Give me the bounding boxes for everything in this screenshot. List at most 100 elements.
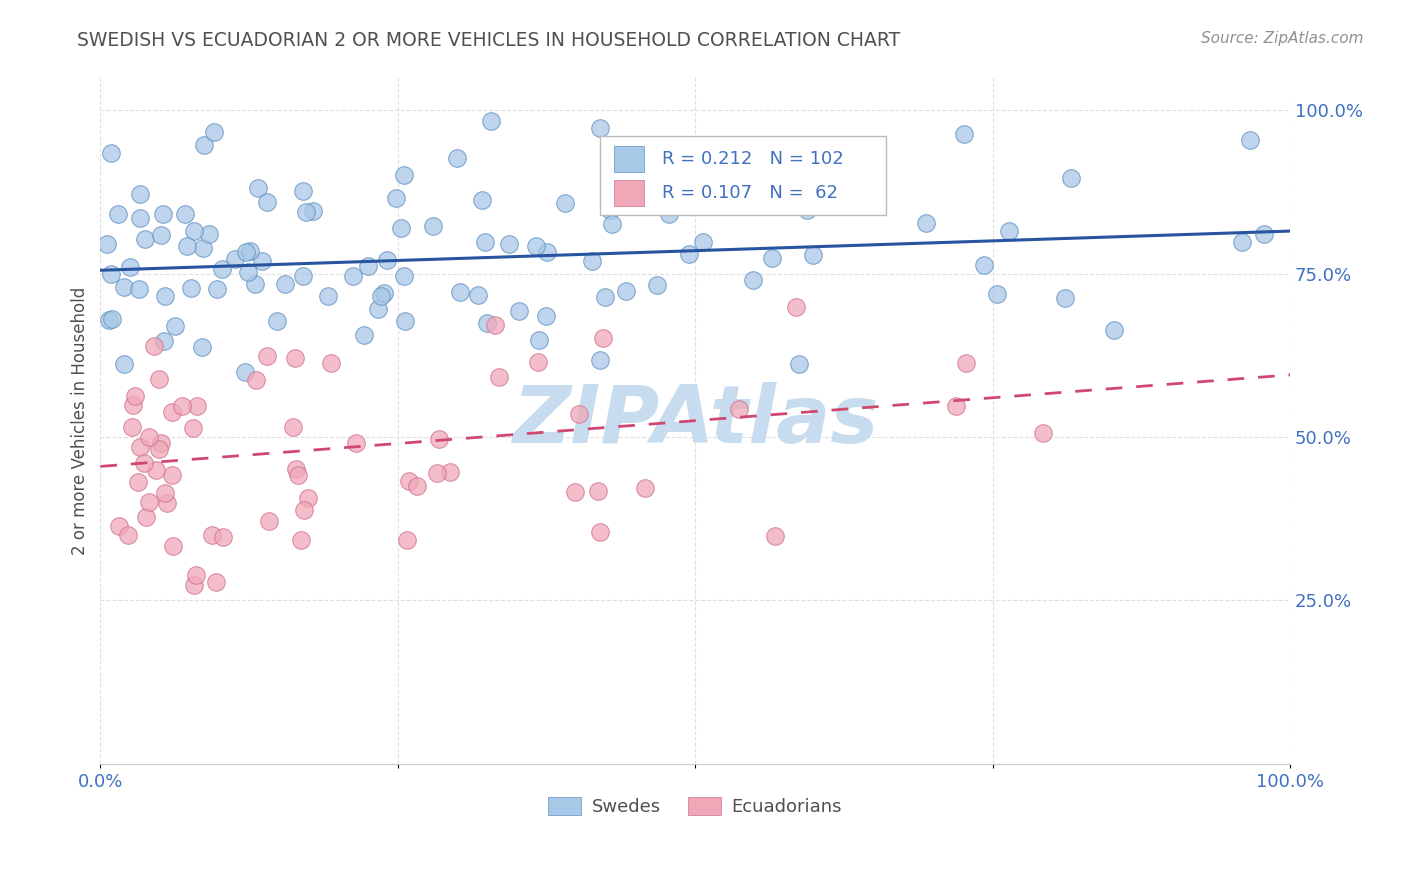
- Point: [484, 318, 506, 333]
- Point: [285, 462, 308, 476]
- Point: [100, 312, 122, 326]
- Point: [193, 138, 215, 153]
- Point: [256, 194, 278, 209]
- Point: [367, 301, 389, 316]
- Point: [100, 267, 122, 281]
- Point: [375, 253, 398, 268]
- Point: [471, 193, 494, 207]
- Legend: Swedes, Ecuadorians: Swedes, Ecuadorians: [541, 789, 849, 823]
- Point: [211, 262, 233, 277]
- Point: [127, 475, 149, 489]
- Point: [344, 435, 367, 450]
- Point: [789, 358, 811, 372]
- Point: [1239, 133, 1261, 147]
- Point: [138, 430, 160, 444]
- Bar: [614, 180, 644, 206]
- Point: [183, 224, 205, 238]
- Point: [426, 467, 449, 481]
- Point: [658, 207, 681, 221]
- Point: [592, 331, 614, 345]
- Point: [728, 402, 751, 417]
- Point: [668, 151, 690, 165]
- Point: [761, 251, 783, 265]
- Point: [955, 356, 977, 370]
- Point: [508, 303, 530, 318]
- Point: [1054, 291, 1077, 305]
- Point: [287, 467, 309, 482]
- Point: [564, 484, 586, 499]
- Point: [1060, 170, 1083, 185]
- Point: [319, 356, 342, 370]
- Point: [155, 486, 177, 500]
- Point: [406, 479, 429, 493]
- Point: [291, 269, 314, 284]
- Point: [398, 474, 420, 488]
- Point: [257, 514, 280, 528]
- Point: [392, 268, 415, 283]
- Point: [915, 216, 938, 230]
- Point: [148, 442, 170, 456]
- Point: [266, 314, 288, 328]
- Point: [439, 466, 461, 480]
- Point: [370, 289, 392, 303]
- Point: [316, 289, 339, 303]
- Point: [163, 319, 186, 334]
- Point: [973, 258, 995, 272]
- Point: [599, 202, 621, 217]
- Point: [186, 568, 208, 582]
- Point: [1253, 227, 1275, 241]
- Point: [132, 456, 155, 470]
- Point: [191, 242, 214, 256]
- Point: [342, 268, 364, 283]
- Point: [763, 529, 786, 543]
- Point: [97, 313, 120, 327]
- Point: [394, 168, 416, 182]
- Point: [117, 528, 139, 542]
- Y-axis label: 2 or more Vehicles in Household: 2 or more Vehicles in Household: [72, 286, 89, 555]
- Text: ZIPAtlas: ZIPAtlas: [512, 382, 879, 459]
- Point: [292, 184, 315, 198]
- Point: [498, 236, 520, 251]
- Point: [152, 207, 174, 221]
- Point: [474, 235, 496, 250]
- Point: [283, 420, 305, 434]
- Point: [190, 339, 212, 353]
- Point: [353, 327, 375, 342]
- Point: [678, 247, 700, 261]
- Point: [180, 281, 202, 295]
- Point: [998, 224, 1021, 238]
- Point: [212, 530, 235, 544]
- Point: [174, 207, 197, 221]
- Point: [294, 204, 316, 219]
- Point: [148, 372, 170, 386]
- Point: [692, 235, 714, 249]
- Point: [143, 339, 166, 353]
- Point: [645, 278, 668, 293]
- Point: [243, 277, 266, 292]
- Point: [245, 373, 267, 387]
- Point: [239, 244, 262, 258]
- FancyBboxPatch shape: [600, 136, 886, 215]
- Point: [953, 127, 976, 141]
- Point: [138, 495, 160, 509]
- Point: [100, 145, 122, 160]
- Point: [634, 482, 657, 496]
- Point: [162, 405, 184, 419]
- Point: [150, 227, 173, 242]
- Point: [107, 207, 129, 221]
- Point: [170, 399, 193, 413]
- Point: [224, 252, 246, 267]
- Point: [135, 510, 157, 524]
- Point: [183, 578, 205, 592]
- Bar: [614, 146, 644, 172]
- Point: [742, 273, 765, 287]
- Point: [238, 264, 260, 278]
- Point: [145, 462, 167, 476]
- Point: [536, 244, 558, 259]
- Point: [389, 221, 412, 235]
- Point: [129, 441, 152, 455]
- Point: [156, 496, 179, 510]
- Point: [112, 358, 135, 372]
- Text: SWEDISH VS ECUADORIAN 2 OR MORE VEHICLES IN HOUSEHOLD CORRELATION CHART: SWEDISH VS ECUADORIAN 2 OR MORE VEHICLES…: [77, 31, 901, 50]
- Point: [302, 203, 325, 218]
